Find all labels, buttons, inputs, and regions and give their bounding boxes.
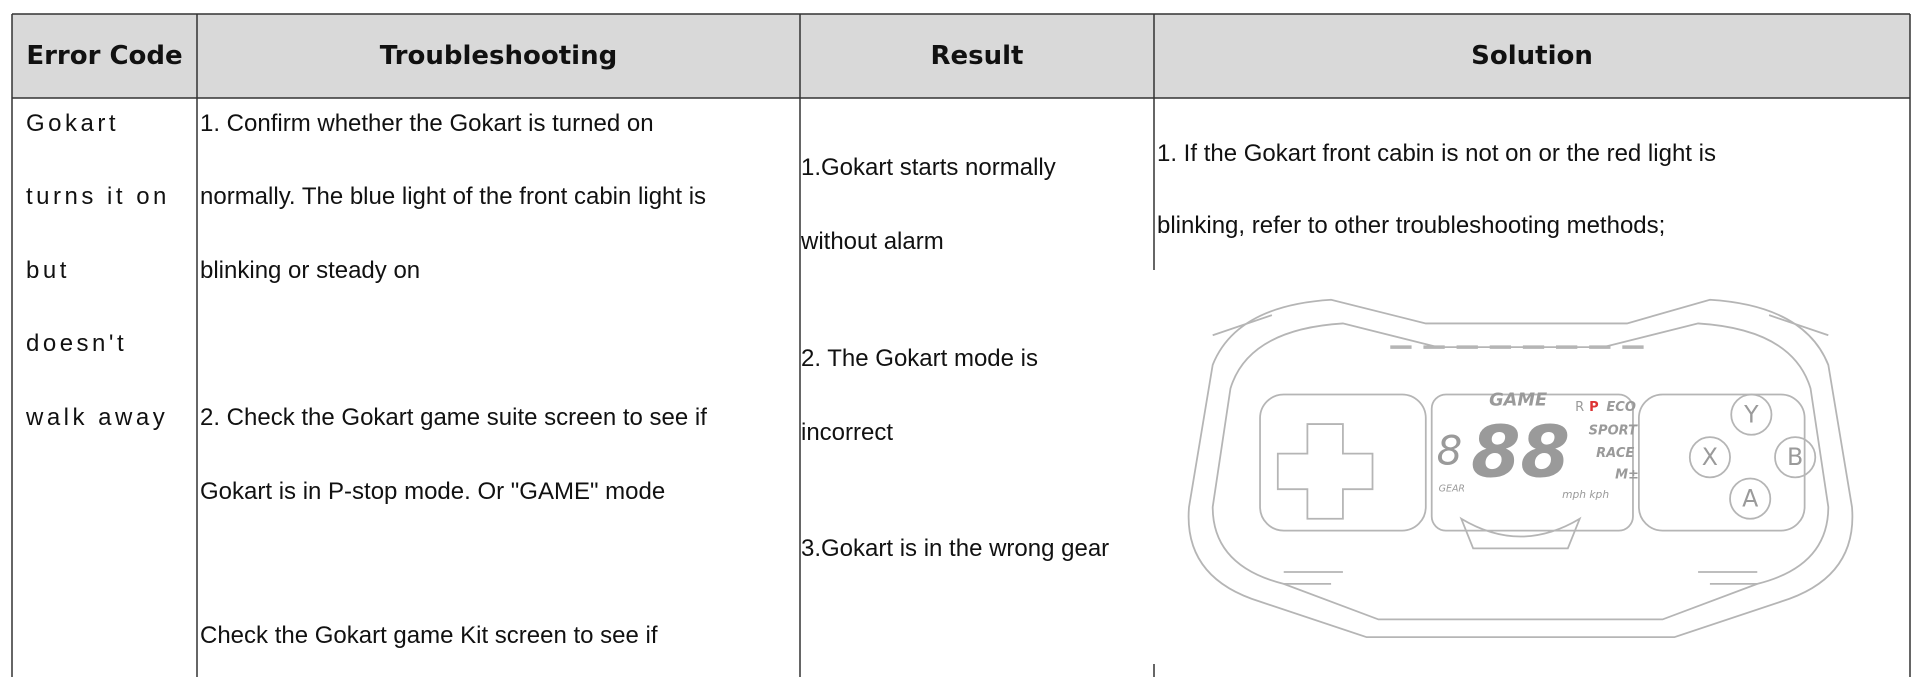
cell-text: 2. The Gokart mode is: [801, 345, 1038, 372]
dashboard-label: GAME: [1489, 390, 1547, 410]
dashboard-label: A: [1742, 484, 1758, 512]
dashboard-label: ECO: [1606, 400, 1636, 415]
cell-text: normally. The blue light of the front ca…: [200, 183, 707, 210]
cell-text: but: [26, 257, 70, 284]
cell-text: 1. If the Gokart front cabin is not on o…: [1157, 140, 1716, 167]
dashboard-illustration: GAME R P ECO SPORT RACE M± 88 8 GEAR mph…: [1187, 298, 1854, 639]
cell-text: Check the Gokart game Kit screen to see …: [200, 622, 658, 649]
cell-text: Gokart is in P-stop mode. Or "GAME" mode: [200, 478, 666, 505]
dashboard-label: 8: [1437, 429, 1463, 475]
cell-text: walk away: [26, 404, 169, 431]
cell-text: blinking, refer to other troubleshooting…: [1157, 212, 1666, 239]
cell-text: turns it on: [26, 183, 170, 210]
cell-text: doesn't: [26, 330, 128, 357]
dashboard-label: Y: [1743, 400, 1759, 428]
dashboard-label: SPORT: [1589, 424, 1638, 439]
header-cell: Result: [930, 41, 1024, 71]
header-cell: Troubleshooting: [379, 41, 618, 71]
grid-lines: [11, 13, 1911, 677]
dashboard-label: X: [1702, 443, 1718, 471]
cell-text: without alarm: [801, 228, 944, 255]
dashboard-label: mph kph: [1562, 488, 1609, 501]
header-cell: Solution: [1471, 41, 1593, 71]
dashboard-label: R: [1575, 400, 1584, 415]
dashboard-label: 88: [1471, 411, 1570, 494]
dashboard-label: P: [1589, 400, 1599, 415]
header-background: [12, 14, 1910, 98]
dashboard-label: GEAR: [1439, 484, 1465, 495]
dashboard-label: M±: [1615, 467, 1639, 482]
cell-text: 2. Check the Gokart game suite screen to…: [200, 404, 707, 431]
cell-text: 3.Gokart is in the wrong gear: [801, 535, 1110, 562]
cell-text: blinking or steady on: [200, 257, 421, 284]
dashboard-label: B: [1787, 443, 1803, 471]
dashboard-label: RACE: [1596, 446, 1634, 461]
cell-text: 1. Confirm whether the Gokart is turned …: [200, 110, 654, 137]
cell-text: Gokart: [26, 110, 120, 137]
header-cell: Error Code: [26, 41, 183, 71]
cell-text: incorrect: [801, 419, 894, 446]
cell-text: 1.Gokart starts normally: [801, 154, 1056, 181]
